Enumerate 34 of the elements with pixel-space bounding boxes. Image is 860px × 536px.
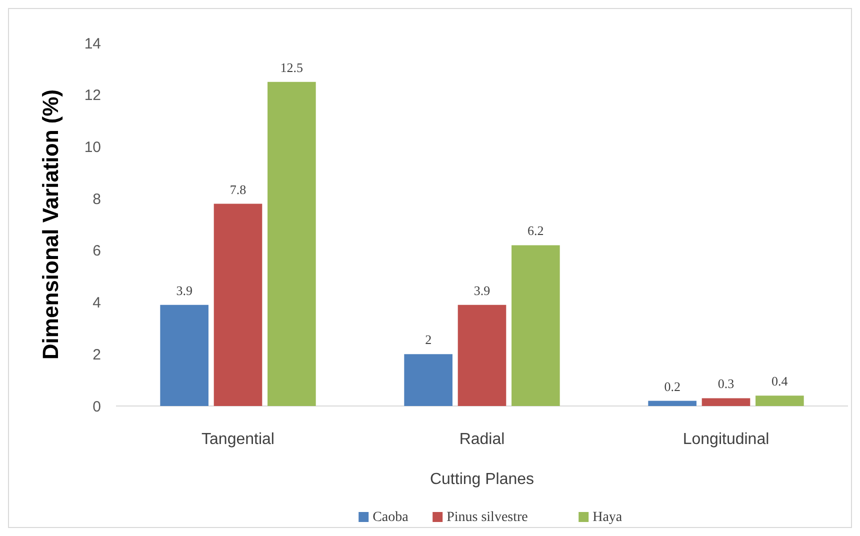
data-label: 2 [425,332,432,348]
legend-label: Pinus silvestre [446,510,528,525]
legend-label: Caoba [372,510,410,525]
bar [702,398,750,406]
x-tick-label: Radial [459,431,505,448]
y-tick-label: 6 [92,242,101,260]
y-tick-label: 12 [84,87,101,104]
data-label: 6.2 [528,223,544,238]
bar [160,304,208,406]
data-label: 0.3 [718,376,734,392]
x-axis-title: Cutting Planes [430,471,534,488]
bar [756,396,804,406]
y-tick-label: 8 [92,190,101,208]
bar [404,354,452,406]
y-axis-title: Dimensional Variation (%) [38,89,63,360]
data-label: 3.9 [474,282,490,298]
data-label: 0.4 [772,374,788,389]
bar [214,204,262,406]
data-label: 0.2 [664,378,680,394]
data-label: 12.5 [280,60,304,75]
y-tick-label: 14 [84,35,101,52]
bar [512,245,560,406]
bar [648,400,696,406]
bar [458,304,506,406]
x-tick-label: Tangential [202,431,274,448]
data-label: 7.8 [230,182,246,197]
y-tick-label: 2 [92,346,101,364]
y-tick-label: 0 [92,398,101,416]
x-tick-label: Longitudinal [682,431,770,448]
legend-label: Haya [592,510,623,525]
bar [268,82,316,406]
data-label: 3.9 [176,282,192,298]
y-tick-label: 4 [92,294,101,312]
y-tick-label: 10 [84,138,101,156]
